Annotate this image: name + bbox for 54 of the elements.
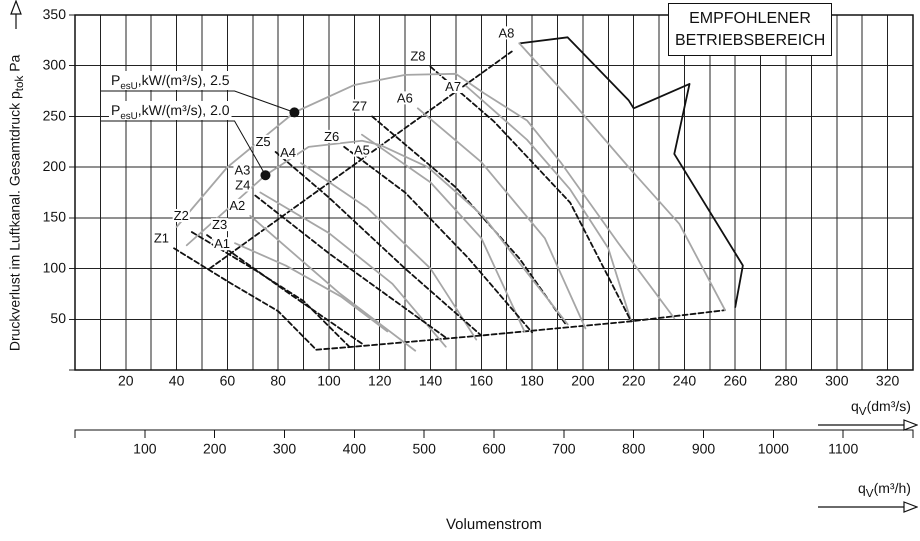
series-label: A8 <box>498 25 514 40</box>
x2-tick-label: 500 <box>412 440 436 456</box>
series-label: A7 <box>445 79 462 94</box>
x-tick-label: 300 <box>825 372 849 388</box>
x-tick-label: 80 <box>270 372 286 388</box>
x-tick-label: 280 <box>774 372 798 388</box>
x2-tick-label: 600 <box>482 440 506 456</box>
x2-tick-label: 700 <box>552 440 576 456</box>
x2-tick-label: 900 <box>692 440 716 456</box>
y-tick-label: 200 <box>42 158 66 174</box>
x2-tick-label: 300 <box>272 440 296 456</box>
x-tick-label: 180 <box>520 372 544 388</box>
x2-tick-label: 1000 <box>758 440 790 456</box>
x-tick-label: 120 <box>368 372 392 388</box>
x-tick-label: 240 <box>672 372 696 388</box>
x-tick-label: 220 <box>622 372 646 388</box>
series-label: A3 <box>234 162 250 178</box>
y-tick-label: 100 <box>42 259 66 276</box>
series-label: Z3 <box>212 217 228 232</box>
x-tick-label: 20 <box>118 372 134 388</box>
x-tick-label: 60 <box>220 372 236 388</box>
series-label: Z7 <box>352 98 368 114</box>
series-label: A1 <box>214 236 230 252</box>
series-label: Z5 <box>255 134 271 149</box>
x2-tick-label: 1100 <box>828 440 858 456</box>
series-label: Z4 <box>235 178 250 193</box>
annotation: EMPFOHLENER BETRIEBSBEREICH <box>668 3 832 56</box>
x-tick-label: 100 <box>317 372 341 388</box>
series-label: A2 <box>229 198 246 213</box>
x-tick-label: 140 <box>418 372 442 388</box>
x-tick-label: 160 <box>470 372 494 388</box>
x2-tick-label: 100 <box>133 440 157 456</box>
y-tick-label: 250 <box>42 107 66 124</box>
y-tick-label: 300 <box>42 56 66 73</box>
series-label: Z8 <box>410 48 426 64</box>
text: Volumenstrom <box>446 516 542 533</box>
y-tick-label: 50 <box>50 310 66 326</box>
x-tick-label: 260 <box>724 372 748 388</box>
series-label: A5 <box>354 142 370 158</box>
x-axis-title: q$_{V}$(dm³/s) <box>851 398 911 418</box>
x-tick-label: 40 <box>168 372 185 388</box>
y-tick-label: 350 <box>42 6 66 22</box>
x-tick-label: 200 <box>571 372 595 388</box>
series-label: Z1 <box>154 230 170 246</box>
x-tick-label: 320 <box>876 372 900 388</box>
x2-tick-label: 200 <box>202 440 227 456</box>
series-label: Z6 <box>324 128 340 144</box>
series-label: Z2 <box>174 208 189 224</box>
series-label: A4 <box>280 145 296 160</box>
series-label: A6 <box>396 90 413 106</box>
y-tick-label: 150 <box>42 208 66 225</box>
x2-tick-label: 400 <box>342 440 366 456</box>
x2-tick-label: 800 <box>622 440 646 456</box>
x2-axis-title: q$_{V}$(m³/h) <box>858 480 911 500</box>
